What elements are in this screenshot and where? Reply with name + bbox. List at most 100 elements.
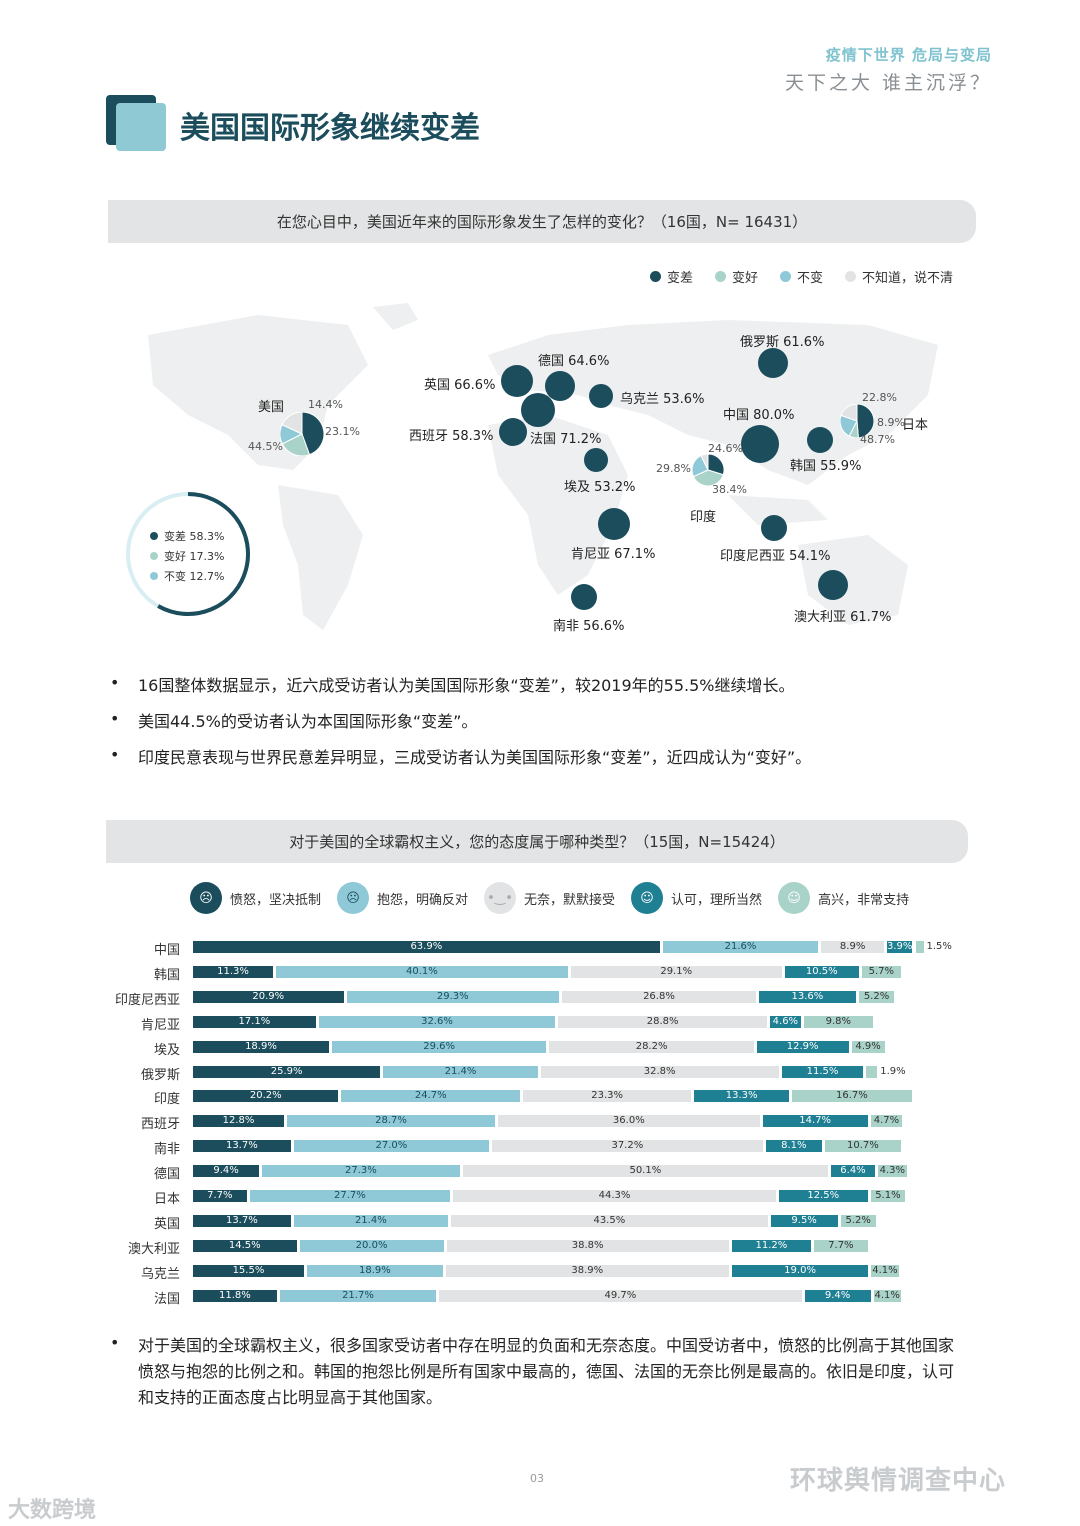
bubble-australia <box>818 570 848 600</box>
overall-item-same: 不变 12.7% <box>150 567 224 587</box>
page-number: 03 <box>530 1472 544 1485</box>
label-uk: 英国 66.6% <box>424 378 496 393</box>
bar-segment: 9.4% <box>193 1165 260 1178</box>
bar-segment: 5.7% <box>861 965 901 978</box>
happy-face-icon: ☺ <box>778 882 811 914</box>
pie-india-same: 24.6% <box>708 442 743 455</box>
bar-segment: 13.7% <box>193 1140 291 1153</box>
bar-segment <box>866 1065 878 1078</box>
bar-segment: 50.1% <box>462 1165 828 1178</box>
pie-india <box>692 454 724 486</box>
row-label: 印度 <box>153 1092 180 1108</box>
bar-segment: 13.6% <box>758 990 856 1003</box>
pie-slice <box>707 454 724 476</box>
bar-segment: 38.8% <box>446 1239 729 1252</box>
pie-slice <box>281 433 311 456</box>
pie-slice <box>281 412 303 435</box>
pie-japan-worse: 48.7% <box>860 433 895 446</box>
bar-segment: 29.3% <box>346 990 559 1003</box>
label-south-africa: 南非 56.6% <box>553 619 625 634</box>
pie-slice <box>840 404 858 422</box>
pie-japan-name: 日本 <box>902 418 929 433</box>
row-label: 德国 <box>153 1167 180 1183</box>
bar-segment: 32.8% <box>540 1065 779 1078</box>
bar-segment: 9.4% <box>804 1289 871 1302</box>
legend-approve: ☺ 认可，理所当然 <box>631 882 762 914</box>
bar-segment: 23.3% <box>523 1090 692 1103</box>
bar-segment: 38.9% <box>445 1264 729 1277</box>
bubble-ukraine <box>589 384 613 408</box>
bar-segment: 10.7% <box>825 1140 901 1153</box>
pie-india-name: 印度 <box>690 510 717 525</box>
pie-japan-better: 8.9% <box>877 416 905 429</box>
question-2-bar: 对于美国的全球霸权主义，您的态度属于哪种类型？（15国，N=15424） <box>106 820 968 863</box>
donut-worse-arc <box>157 492 250 616</box>
header-series-title: 疫情下世界 危局与变局 <box>825 46 992 64</box>
legend-item-better: 变好 <box>715 267 758 286</box>
attitude-legend: ☹ 愤怒，坚决抵制 ☹ 抱怨，明确反对 •‿• 无奈，默默接受 ☺ 认可，理所当然 ☺ 高… <box>190 882 925 914</box>
bar-segment: 28.8% <box>558 1015 767 1028</box>
dot <box>150 532 158 540</box>
bar-segment: 4.1% <box>873 1289 901 1302</box>
bar-label: 1.5% <box>926 941 952 952</box>
pie-slice <box>700 454 709 471</box>
row-label: 乌克兰 <box>140 1266 180 1282</box>
bar-segment: 19.0% <box>731 1264 869 1277</box>
row-label: 韩国 <box>153 967 180 983</box>
legend-dot <box>845 271 857 282</box>
question-2-text: 对于美国的全球霸权主义，您的态度属于哪种类型？（15国，N=15424） <box>289 833 785 851</box>
bar-segment: 27.0% <box>293 1140 490 1153</box>
bar-segment: 4.9% <box>851 1040 885 1053</box>
legend-dot <box>715 271 727 282</box>
bar-segment: 17.1% <box>193 1015 316 1028</box>
row-label: 中国 <box>153 943 180 958</box>
bar-segment: 7.7% <box>814 1239 868 1252</box>
bar-segment: 13.3% <box>694 1090 790 1103</box>
title-decoration-light <box>116 103 166 151</box>
world-map <box>148 303 938 630</box>
bar-segment: 14.5% <box>193 1239 297 1252</box>
legend-item-worse: 变差 <box>650 267 693 286</box>
bar-segment: 11.5% <box>781 1065 864 1078</box>
bubble-south-africa <box>571 584 597 610</box>
bubble-uk <box>501 365 533 397</box>
header-slogan: 天下之大 谁主沉浮？ <box>784 72 992 94</box>
bar-segment: 4.7% <box>870 1115 903 1128</box>
pie-india-better: 38.4% <box>712 483 747 496</box>
label-kenya: 肯尼亚 67.1% <box>571 547 656 562</box>
bar-segment: 36.0% <box>498 1115 760 1128</box>
bubble-china <box>741 425 779 463</box>
bar-segment: 5.2% <box>858 990 895 1003</box>
legend-item-same: 不变 <box>780 267 823 286</box>
pie-japan-same: 22.8% <box>862 391 897 404</box>
bar-segment: 63.9% <box>193 941 660 953</box>
row-label: 澳大利亚 <box>127 1241 180 1257</box>
indonesia-shape <box>728 495 828 525</box>
bar-segment: 28.7% <box>287 1115 496 1128</box>
pie-slice <box>856 404 874 438</box>
bar-segment <box>915 941 924 953</box>
bar-segment: 3.9% <box>886 941 913 953</box>
bar-segment: 12.9% <box>756 1040 849 1053</box>
bar-segment: 21.4% <box>383 1065 538 1078</box>
bar-segment: 20.0% <box>299 1239 444 1252</box>
overall-item-worse: 变差 58.3% <box>150 527 224 547</box>
bar-segment: 27.3% <box>262 1165 460 1178</box>
row-label: 南非 <box>153 1142 180 1158</box>
bar-segment: 11.2% <box>731 1239 812 1252</box>
bar-segment: 4.1% <box>871 1264 899 1277</box>
bar-segment: 14.7% <box>762 1115 868 1128</box>
bar-segment: 20.9% <box>193 990 344 1003</box>
section-title: 美国国际形象继续变差 <box>180 111 480 146</box>
overall-legend: 变差 58.3% 变好 17.3% 不变 12.7% <box>150 527 224 587</box>
legend-dot <box>780 271 792 282</box>
bar-segment: 5.2% <box>840 1214 876 1227</box>
neutral-face-icon: •‿• <box>484 882 517 914</box>
australia-shape <box>798 535 908 625</box>
bar-segment: 49.7% <box>439 1289 802 1302</box>
legend-dot <box>650 271 661 282</box>
bar-segment: 9.8% <box>803 1015 873 1028</box>
label-spain: 西班牙 58.3% <box>409 429 494 444</box>
overall-item-better: 变好 17.3% <box>150 547 224 567</box>
label-ukraine: 乌克兰 53.6% <box>620 392 705 407</box>
